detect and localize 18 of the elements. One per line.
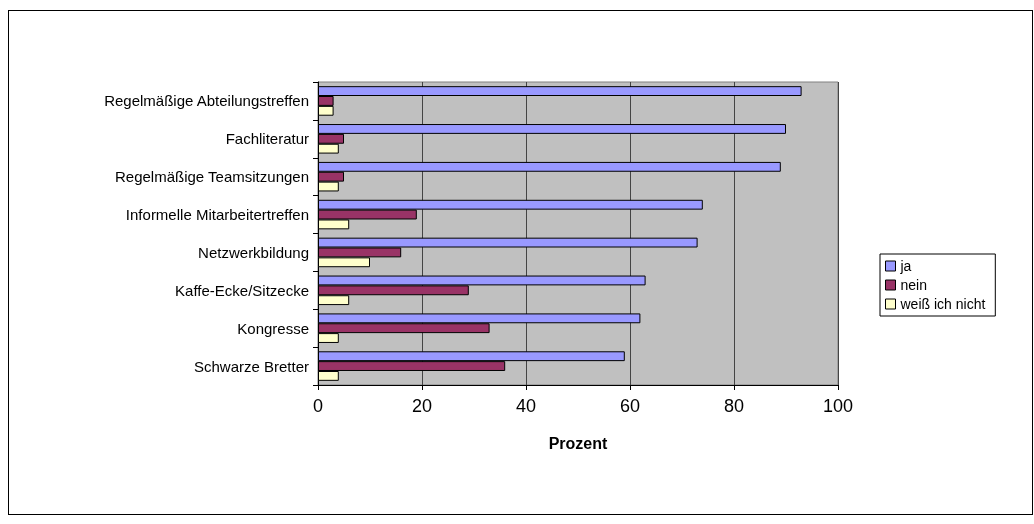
x-tick-label: 80 [723,396,745,416]
x-tick-label: 0 [312,396,324,416]
x-tick-label: 60 [619,396,641,416]
y-tick-label: Informelle Mitarbeitertreffen [125,206,309,224]
y-tick-label: Schwarze Bretter [193,357,309,375]
x-tick-label: 100 [822,396,854,416]
y-tick-label: Netzwerkbildung [198,243,309,261]
y-tick-label: Regelmäßige Abteilungstreffen [104,92,309,110]
legend-label: ja [899,258,912,274]
legend-label: weiß ich nicht [899,296,986,312]
legend-label: nein [900,277,927,293]
x-tick-label: 20 [411,396,433,416]
x-tick-label: 40 [515,396,537,416]
y-tick-label: Kaffe-Ecke/Sitzecke [175,281,309,299]
x-axis-title: Prozent [548,434,609,452]
y-tick-label: Kongresse [237,319,309,337]
y-tick-label: Regelmäßige Teamsitzungen [115,168,309,186]
y-tick-label: Fachliteratur [225,130,309,148]
